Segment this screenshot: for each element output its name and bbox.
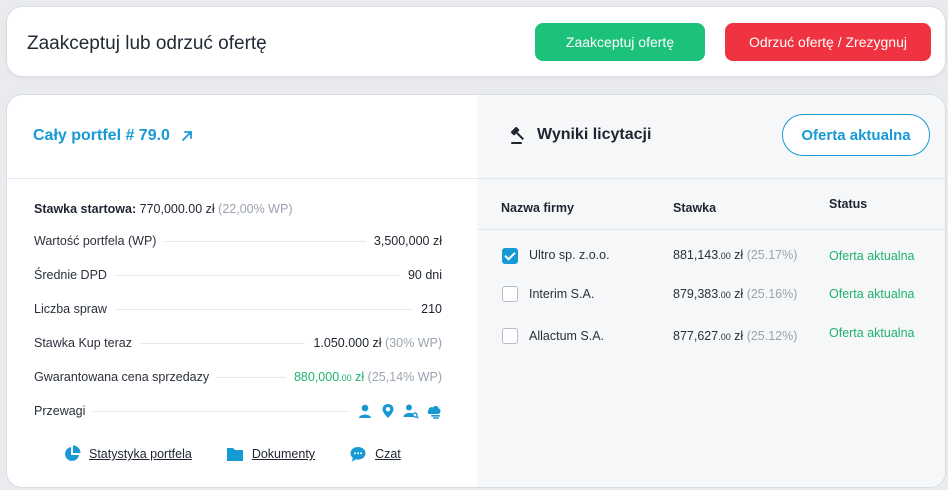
- guaranteed-value: 880,000.00 zł: [294, 370, 364, 384]
- company-name: Ultro sp. z.o.o.: [529, 248, 610, 262]
- results-header: Wyniki licytacji: [509, 125, 651, 145]
- status-text: Oferta aktualna: [829, 249, 915, 263]
- current-offer-button[interactable]: Oferta aktualna: [782, 114, 930, 156]
- person-icon: [359, 404, 371, 418]
- row-value: 880,000.00 zł (25,14% WP): [294, 370, 442, 384]
- buy-now-value: 1.050.000 zł: [313, 336, 382, 350]
- link-label: Statystyka portfela: [89, 447, 192, 461]
- average-dpd-row: Średnie DPD 90 dni: [34, 267, 442, 283]
- buy-now-pct: (30% WP): [385, 336, 442, 350]
- bid-value: 879,383.00 zł (25.16%): [673, 287, 797, 301]
- bid-decimals: .00: [718, 251, 731, 261]
- buy-now-row: Stawka Kup teraz 1.050.000 zł (30% WP): [34, 335, 442, 351]
- row-label: Liczba spraw: [34, 302, 107, 316]
- bid-value: 877,627.00 zł (25.12%): [673, 329, 797, 343]
- bid-decimals: .00: [718, 332, 731, 342]
- divider: [477, 229, 945, 230]
- chat-link[interactable]: Czat: [349, 445, 401, 463]
- gavel-icon: [510, 126, 524, 144]
- start-rate-label: Stawka startowa:: [34, 202, 137, 216]
- row-label: Stawka Kup teraz: [34, 336, 132, 350]
- select-checkbox[interactable]: [502, 248, 518, 264]
- case-count-row: Liczba spraw 210: [34, 301, 442, 317]
- bid-main: 881,143: [673, 248, 719, 262]
- row-label: Przewagi: [34, 404, 86, 418]
- select-checkbox[interactable]: [502, 286, 518, 302]
- person-search-icon: [403, 404, 419, 419]
- status-text: Oferta aktualna: [829, 287, 915, 301]
- accept-offer-button[interactable]: Zaakceptuj ofertę: [535, 23, 705, 61]
- guaranteed-price-row: Gwarantowana cena sprzedazy 880,000.00 z…: [34, 369, 442, 385]
- row-label: Wartość portfela (WP): [34, 234, 157, 248]
- bid-unit: zł: [730, 287, 744, 301]
- company-name: Allactum S.A.: [529, 329, 605, 343]
- advantages-row: Przewagi: [34, 403, 442, 419]
- value-main: 880,000: [293, 370, 340, 384]
- row-value: 3,500,000 zł: [373, 234, 442, 248]
- guaranteed-pct: (25,14% WP): [367, 370, 442, 384]
- page-title: Zaakceptuj lub odrzuć ofertę: [27, 33, 267, 54]
- offer-decision-bar: Zaakceptuj lub odrzuć ofertę Zaakceptuj …: [6, 6, 946, 77]
- leader-line: [217, 376, 286, 378]
- portfolio-link[interactable]: Cały portfel # 79.0: [33, 127, 194, 145]
- company-name: Interim S.A.: [529, 287, 595, 301]
- row-value: 90 dni: [407, 268, 442, 282]
- value-unit: zł: [351, 370, 365, 384]
- results-title: Wyniki licytacji: [537, 126, 652, 143]
- bid-value: 881,143.00 zł (25.17%): [673, 248, 797, 262]
- link-label: Czat: [375, 447, 401, 461]
- start-rate: Stawka startowa: 770,000.00 zł (22,00% W…: [34, 202, 293, 216]
- documents-link[interactable]: Dokumenty: [226, 445, 315, 463]
- row-label: Średnie DPD: [34, 268, 107, 282]
- column-header-bid: Stawka: [673, 201, 717, 215]
- cloud-chat-icon: [427, 405, 441, 419]
- select-checkbox[interactable]: [502, 328, 518, 344]
- portfolio-link-label: Cały portfel # 79.0: [33, 127, 170, 144]
- column-header-company: Nazwa firmy: [501, 201, 574, 215]
- row-value: 1.050.000 zł (30% WP): [313, 336, 442, 350]
- bid-pct: (25.17%): [746, 248, 798, 262]
- bid-pct: (25.16%): [746, 287, 798, 301]
- chat-bubble-icon: [350, 447, 366, 462]
- bid-decimals: .00: [718, 290, 731, 300]
- status-text: Oferta aktualna: [829, 326, 915, 340]
- results-panel: [477, 95, 945, 487]
- portfolio-links: Statystyka portfela Dokumenty Czat: [63, 445, 401, 463]
- bid-unit: zł: [730, 329, 744, 343]
- leader-line: [114, 274, 400, 276]
- location-pin-icon: [382, 404, 394, 418]
- leader-line: [114, 308, 414, 310]
- leader-line: [93, 410, 349, 412]
- folder-icon: [226, 448, 243, 461]
- advantage-icons: [357, 403, 442, 419]
- portfolio-card: Cały portfel # 79.0 Stawka startowa: 770…: [6, 94, 946, 488]
- link-label: Dokumenty: [251, 447, 316, 461]
- bid-unit: zł: [730, 248, 744, 262]
- start-rate-value: 770,000.00 zł: [139, 202, 215, 216]
- pie-chart-icon: [65, 445, 81, 461]
- value-decimals: .00: [339, 373, 352, 383]
- portfolio-stats-link[interactable]: Statystyka portfela: [63, 445, 192, 463]
- bid-pct: (25.12%): [746, 329, 798, 343]
- row-value: 210: [421, 302, 442, 316]
- divider: [7, 178, 477, 179]
- bid-main: 879,383: [673, 287, 719, 301]
- row-label: Gwarantowana cena sprzedazy: [34, 370, 210, 384]
- bid-main: 877,627: [673, 329, 719, 343]
- portfolio-value-row: Wartość portfela (WP) 3,500,000 zł: [34, 233, 442, 249]
- reject-offer-button[interactable]: Odrzuć ofertę / Zrezygnuj: [725, 23, 931, 61]
- column-header-status: Status: [829, 197, 868, 211]
- start-rate-pct: (22,00% WP): [218, 202, 293, 216]
- leader-line: [139, 342, 306, 344]
- divider: [477, 178, 945, 179]
- arrow-up-right-icon: [182, 131, 192, 141]
- leader-line: [164, 240, 366, 242]
